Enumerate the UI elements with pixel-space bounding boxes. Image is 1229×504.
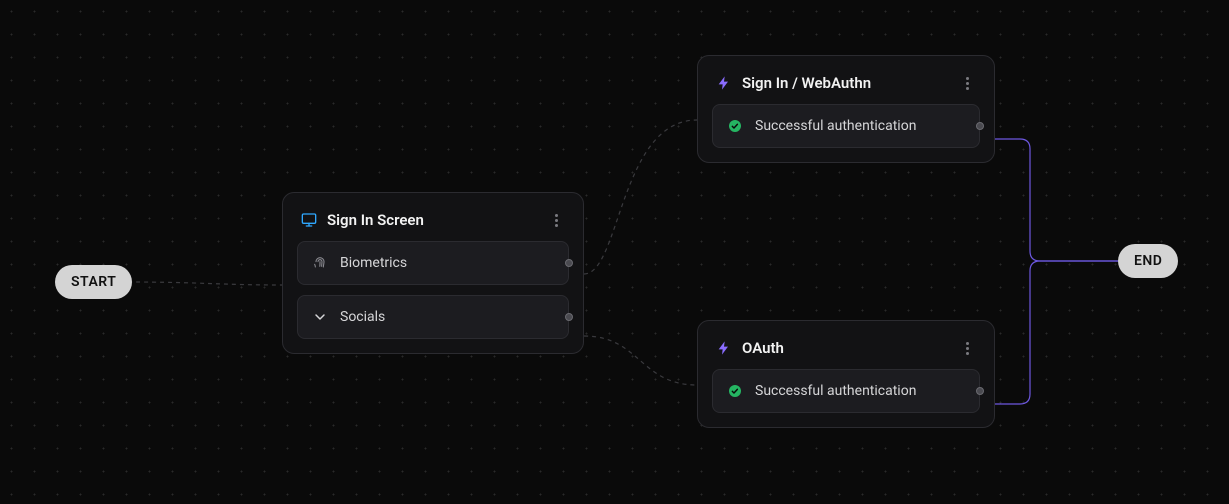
row-label: Biometrics: [340, 255, 407, 271]
row-label: Successful authentication: [755, 118, 916, 134]
edge-oauth-to-end: [995, 261, 1118, 404]
start-label: START: [71, 274, 116, 290]
end-pill[interactable]: END: [1118, 244, 1178, 278]
node-header: Sign In Screen: [297, 207, 569, 241]
row-biometrics[interactable]: Biometrics: [297, 241, 569, 285]
edge-webauthn-to-end: [995, 139, 1118, 261]
flow-canvas[interactable]: START END Sign In Screen: [0, 0, 1229, 504]
fingerprint-icon: [312, 255, 328, 271]
node-menu-button[interactable]: [958, 74, 976, 92]
node-header: OAuth: [712, 335, 980, 369]
node-signin-screen[interactable]: Sign In Screen Biometrics Socials: [282, 192, 584, 354]
edges-layer: [0, 0, 1229, 504]
node-title: Sign In Screen: [327, 211, 537, 229]
output-port[interactable]: [976, 122, 984, 130]
bolt-icon: [716, 340, 732, 356]
row-label: Socials: [340, 309, 385, 325]
node-menu-button[interactable]: [547, 211, 565, 229]
check-circle-icon: [727, 118, 743, 134]
output-port[interactable]: [565, 259, 573, 267]
edge-start-to-signin: [128, 282, 282, 285]
node-title: Sign In / WebAuthn: [742, 74, 948, 92]
output-port[interactable]: [565, 313, 573, 321]
output-port[interactable]: [976, 387, 984, 395]
edge-biometrics-to-webauthn: [584, 120, 697, 274]
node-header: Sign In / WebAuthn: [712, 70, 980, 104]
end-label: END: [1134, 253, 1162, 269]
monitor-icon: [301, 212, 317, 228]
row-label: Successful authentication: [755, 383, 916, 399]
row-success[interactable]: Successful authentication: [712, 104, 980, 148]
node-webauthn[interactable]: Sign In / WebAuthn Successful authentica…: [697, 55, 995, 163]
check-circle-icon: [727, 383, 743, 399]
start-pill[interactable]: START: [55, 265, 132, 299]
edge-socials-to-oauth: [584, 336, 697, 385]
row-socials[interactable]: Socials: [297, 295, 569, 339]
chevron-down-icon: [312, 309, 328, 325]
node-oauth[interactable]: OAuth Successful authentication: [697, 320, 995, 428]
node-menu-button[interactable]: [958, 339, 976, 357]
row-success[interactable]: Successful authentication: [712, 369, 980, 413]
bolt-icon: [716, 75, 732, 91]
node-title: OAuth: [742, 339, 948, 357]
